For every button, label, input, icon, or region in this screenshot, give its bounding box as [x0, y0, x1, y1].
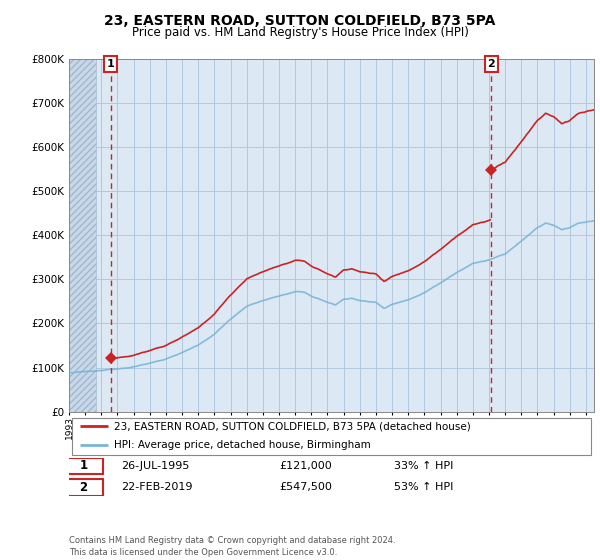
Text: 2: 2 [487, 59, 495, 69]
Text: HPI: Average price, detached house, Birmingham: HPI: Average price, detached house, Birm… [113, 440, 370, 450]
FancyBboxPatch shape [71, 418, 592, 455]
FancyBboxPatch shape [64, 479, 103, 496]
Text: 2: 2 [79, 480, 88, 494]
Text: 1: 1 [79, 459, 88, 473]
Text: 22-FEB-2019: 22-FEB-2019 [121, 482, 193, 492]
FancyBboxPatch shape [64, 458, 103, 474]
Text: 26-JUL-1995: 26-JUL-1995 [121, 461, 190, 471]
Text: Contains HM Land Registry data © Crown copyright and database right 2024.
This d: Contains HM Land Registry data © Crown c… [69, 536, 395, 557]
Text: Price paid vs. HM Land Registry's House Price Index (HPI): Price paid vs. HM Land Registry's House … [131, 26, 469, 39]
Text: 23, EASTERN ROAD, SUTTON COLDFIELD, B73 5PA (detached house): 23, EASTERN ROAD, SUTTON COLDFIELD, B73 … [113, 421, 470, 431]
Text: 23, EASTERN ROAD, SUTTON COLDFIELD, B73 5PA: 23, EASTERN ROAD, SUTTON COLDFIELD, B73 … [104, 14, 496, 28]
Text: £121,000: £121,000 [279, 461, 332, 471]
Text: £547,500: £547,500 [279, 482, 332, 492]
Text: 33% ↑ HPI: 33% ↑ HPI [395, 461, 454, 471]
Text: 53% ↑ HPI: 53% ↑ HPI [395, 482, 454, 492]
Text: 1: 1 [107, 59, 115, 69]
